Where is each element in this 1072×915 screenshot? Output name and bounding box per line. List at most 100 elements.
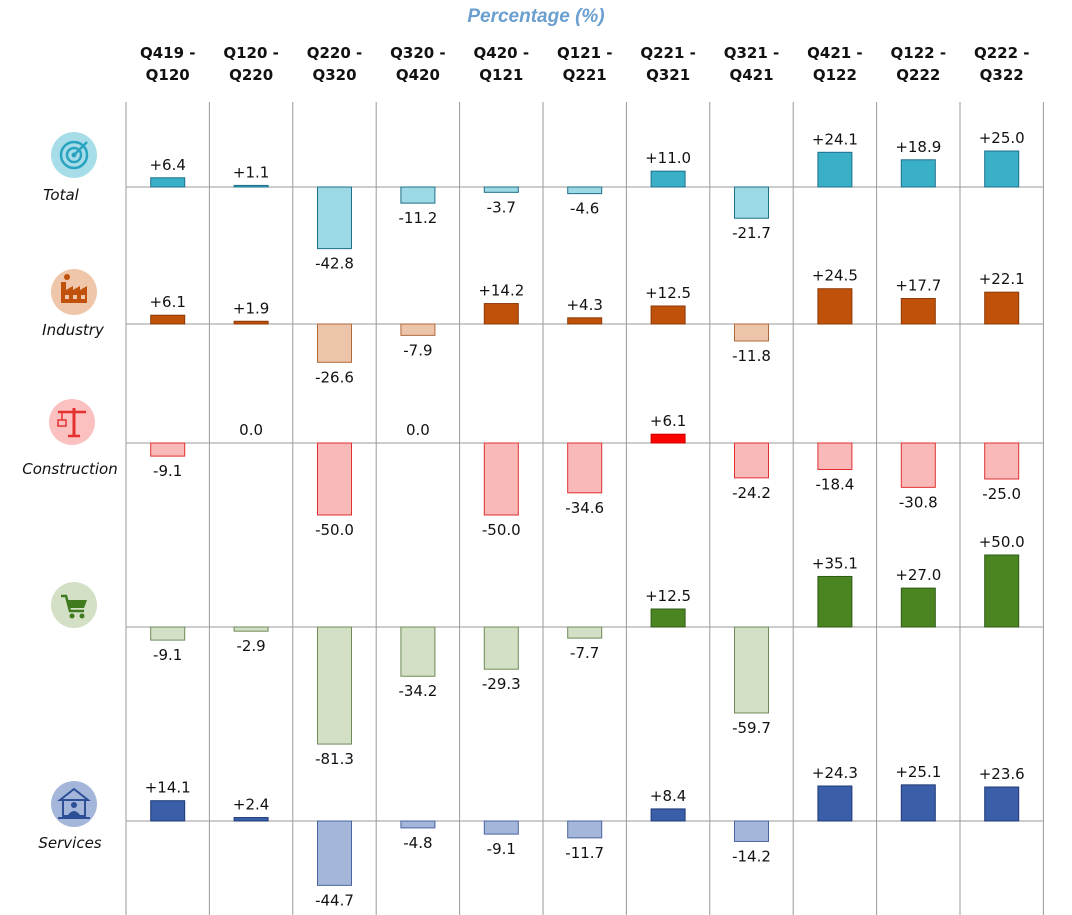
data-label: -11.8 (732, 347, 771, 365)
series-name: Construction (22, 460, 118, 478)
data-label: -44.7 (315, 891, 354, 909)
data-label: -50.0 (482, 521, 521, 539)
bar (817, 288, 853, 325)
data-label: +12.5 (645, 587, 691, 605)
bar (984, 150, 1020, 188)
data-label: -11.7 (565, 844, 604, 862)
data-label: -25.0 (982, 485, 1021, 503)
data-label: -42.8 (315, 255, 354, 273)
data-label: -11.2 (398, 209, 437, 227)
data-label: 0.0 (406, 421, 430, 439)
bar (150, 442, 186, 457)
data-label: +1.1 (233, 163, 269, 181)
bar (317, 186, 352, 250)
data-label: -18.4 (815, 475, 854, 493)
bar (567, 442, 603, 494)
data-label: +8.4 (650, 787, 686, 805)
bar (483, 303, 519, 325)
data-label: +6.1 (149, 293, 185, 311)
data-label: -2.9 (236, 637, 265, 655)
bar (734, 820, 769, 842)
data-label: +17.7 (895, 277, 941, 295)
category-label: Q321 -Q421 (724, 44, 780, 84)
services-icon (51, 781, 97, 827)
data-label: -30.8 (899, 493, 938, 511)
data-label: -7.7 (570, 644, 599, 662)
bar (650, 808, 686, 822)
data-label: -9.1 (153, 646, 182, 664)
series-name: Industry (42, 321, 105, 339)
bar (734, 442, 769, 479)
data-label: +12.5 (645, 284, 691, 302)
data-label: -3.7 (487, 198, 516, 216)
data-label: +23.6 (979, 765, 1025, 783)
category-label: Q221 -Q321 (640, 44, 696, 84)
data-label: -14.2 (732, 847, 771, 865)
bar (483, 820, 519, 835)
data-label: -59.7 (732, 719, 771, 737)
bar (150, 314, 186, 325)
data-label: -34.2 (398, 682, 437, 700)
data-label: -29.3 (482, 675, 521, 693)
bar (317, 442, 352, 516)
data-label: +4.3 (566, 296, 602, 314)
data-label: +35.1 (812, 554, 858, 572)
bar (233, 817, 269, 822)
bar (400, 626, 436, 677)
bar (483, 626, 519, 670)
data-label: +24.3 (812, 764, 858, 782)
data-label: +1.9 (233, 299, 269, 317)
bar (817, 575, 853, 628)
bar (817, 442, 853, 470)
bar (984, 291, 1020, 325)
bar (233, 184, 269, 188)
data-label: -9.1 (153, 462, 182, 480)
data-label: +27.0 (895, 566, 941, 584)
bar (483, 186, 519, 193)
data-label: +25.1 (895, 763, 941, 781)
bar (233, 320, 269, 325)
target-icon (51, 132, 97, 178)
bar (650, 170, 686, 188)
category-label: Q320 -Q420 (390, 44, 446, 84)
bar (150, 626, 186, 641)
bar (317, 323, 352, 363)
factory-icon (51, 269, 97, 315)
category-label: Q220 -Q320 (307, 44, 363, 84)
series-name: Total (43, 186, 80, 204)
data-label: +24.5 (812, 267, 858, 285)
category-label: Q122 -Q222 (891, 44, 947, 84)
bar (734, 626, 769, 714)
bar (900, 442, 936, 488)
data-label: -4.6 (570, 200, 599, 218)
bar (400, 820, 436, 829)
category-label: Q419 -Q120 (140, 44, 196, 84)
data-label: -4.8 (403, 834, 432, 852)
category-label: Q420 -Q121 (474, 44, 530, 84)
bar (483, 442, 519, 516)
category-label: Q222 -Q322 (974, 44, 1030, 84)
data-label: +50.0 (979, 533, 1025, 551)
chart-title: Percentage (%) (467, 6, 605, 27)
category-label: Q121 -Q221 (557, 44, 613, 84)
bar (400, 323, 436, 336)
series-name: Services (38, 834, 101, 852)
data-label: +18.9 (895, 138, 941, 156)
data-label: +6.1 (650, 412, 686, 430)
bar (400, 186, 436, 204)
data-label: -21.7 (732, 224, 771, 242)
bar (567, 317, 603, 325)
bar (817, 151, 853, 188)
bar (650, 305, 686, 325)
data-label: -34.6 (565, 499, 604, 517)
bar (900, 159, 936, 188)
bar (567, 820, 603, 839)
bar (233, 626, 269, 632)
bar (150, 177, 186, 188)
data-label: -7.9 (403, 341, 432, 359)
data-label: -9.1 (487, 840, 516, 858)
bar (734, 186, 769, 219)
bar (567, 626, 603, 639)
data-label: -81.3 (315, 750, 354, 768)
category-label: Q421 -Q122 (807, 44, 863, 84)
